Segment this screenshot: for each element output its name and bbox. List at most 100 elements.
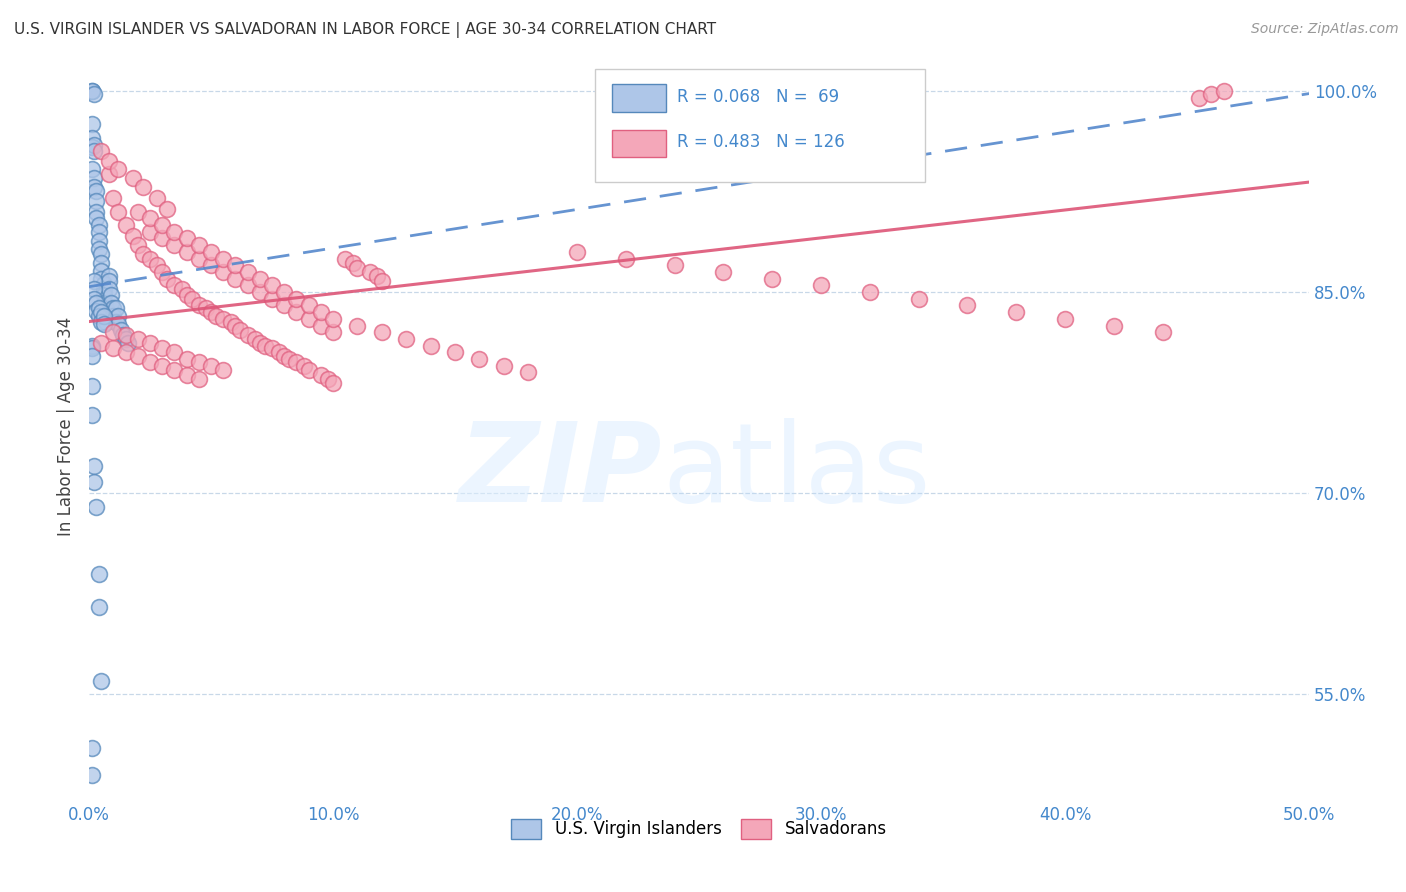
Point: [249, 336, 271, 351]
Point: [80, 84, 103, 98]
Point: [150, 231, 173, 245]
Point: [292, 359, 315, 373]
Text: Source: ZipAtlas.com: Source: ZipAtlas.com: [1251, 22, 1399, 37]
Point: [107, 161, 129, 176]
Point: [346, 260, 368, 275]
Point: [93, 317, 115, 331]
Point: [117, 336, 139, 351]
Point: [80, 84, 103, 98]
Point: [93, 277, 115, 291]
Point: [212, 252, 235, 266]
Point: [761, 271, 783, 285]
Point: [176, 368, 198, 383]
Point: [94, 301, 117, 315]
Point: [87, 566, 110, 581]
Point: [180, 292, 202, 306]
Point: [122, 171, 145, 186]
Text: R = 0.483   N = 126: R = 0.483 N = 126: [678, 133, 845, 152]
Point: [107, 317, 129, 331]
Text: R = 0.068   N =  69: R = 0.068 N = 69: [678, 88, 839, 106]
Point: [97, 274, 120, 288]
Point: [269, 345, 291, 359]
Point: [163, 363, 186, 377]
Point: [87, 234, 110, 248]
FancyBboxPatch shape: [613, 85, 666, 112]
Point: [83, 180, 105, 194]
Point: [80, 161, 103, 176]
Point: [224, 258, 246, 272]
Point: [187, 238, 209, 252]
Point: [565, 244, 588, 259]
Point: [810, 278, 832, 293]
Point: [371, 325, 394, 339]
Point: [322, 311, 344, 326]
Point: [83, 282, 105, 296]
Point: [80, 350, 103, 364]
Point: [346, 318, 368, 333]
Point: [150, 218, 173, 232]
Point: [907, 292, 929, 306]
Point: [93, 282, 115, 296]
Point: [83, 145, 105, 159]
Point: [86, 295, 108, 310]
Point: [278, 352, 301, 367]
Point: [139, 355, 162, 369]
Point: [156, 271, 179, 285]
Point: [322, 376, 344, 391]
Point: [80, 342, 103, 356]
Point: [80, 379, 103, 393]
Point: [132, 247, 155, 261]
Point: [176, 231, 198, 245]
Point: [1005, 305, 1028, 319]
Point: [103, 342, 125, 356]
Point: [262, 342, 284, 356]
Point: [103, 325, 125, 339]
Point: [309, 318, 332, 333]
Point: [200, 258, 222, 272]
Point: [163, 225, 186, 239]
Point: [112, 328, 135, 343]
Point: [146, 258, 169, 272]
Point: [273, 285, 295, 299]
Point: [298, 298, 321, 312]
Point: [87, 218, 110, 232]
Point: [163, 278, 186, 293]
Point: [150, 265, 173, 279]
Point: [80, 768, 103, 782]
Point: [80, 131, 103, 145]
Y-axis label: In Labor Force | Age 30-34: In Labor Force | Age 30-34: [58, 317, 75, 536]
Point: [419, 339, 441, 353]
Point: [713, 265, 735, 279]
Point: [87, 225, 110, 239]
Point: [273, 350, 295, 364]
Point: [163, 345, 186, 359]
Point: [859, 285, 882, 299]
Point: [224, 318, 246, 333]
Point: [80, 409, 103, 423]
Point: [114, 328, 136, 343]
Point: [114, 345, 136, 359]
Point: [83, 459, 105, 474]
Point: [86, 303, 108, 318]
Point: [97, 167, 120, 181]
Point: [205, 309, 228, 323]
Point: [212, 311, 235, 326]
Point: [132, 180, 155, 194]
Point: [86, 204, 108, 219]
Point: [224, 271, 246, 285]
Point: [87, 301, 110, 315]
Point: [90, 271, 112, 285]
Point: [200, 244, 222, 259]
Point: [86, 194, 108, 208]
Point: [236, 278, 259, 293]
Point: [87, 600, 110, 615]
Point: [187, 372, 209, 386]
Point: [127, 238, 149, 252]
Point: [187, 252, 209, 266]
Point: [309, 305, 332, 319]
Point: [236, 265, 259, 279]
Point: [298, 363, 321, 377]
Point: [262, 278, 284, 293]
Point: [146, 191, 169, 205]
Text: atlas: atlas: [662, 417, 931, 524]
